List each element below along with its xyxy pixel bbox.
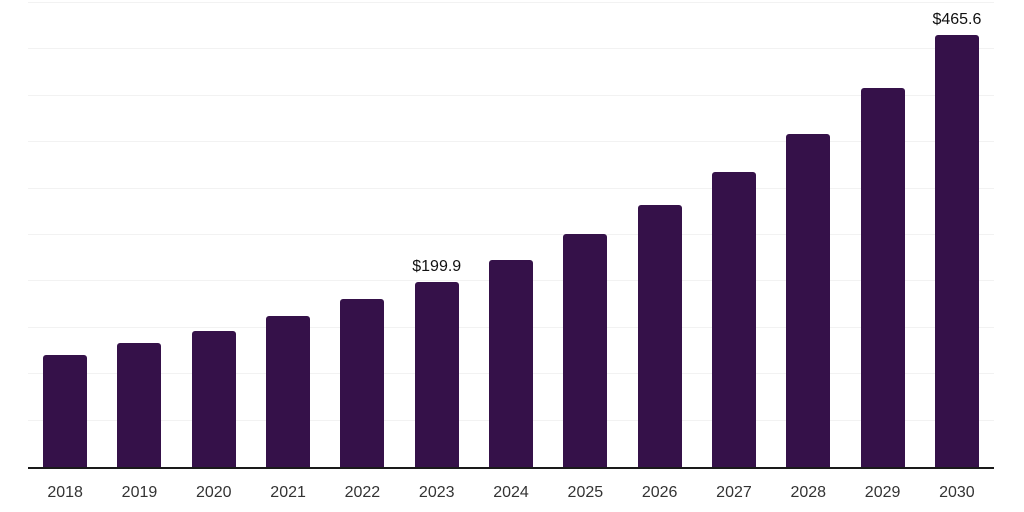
bar-2029 [860, 88, 905, 467]
bar-slot-2018 [28, 3, 102, 467]
x-tick-2028: 2028 [790, 484, 827, 501]
bar-slot-2022 [325, 3, 399, 467]
x-tick-2018: 2018 [47, 484, 83, 501]
bar-2025 [563, 233, 608, 467]
bar-2028 [786, 133, 831, 467]
gridline-500 [28, 2, 994, 3]
x-tick-2024: 2024 [493, 484, 529, 501]
bar-slot-2025 [548, 3, 622, 467]
bar-slot-2021 [251, 3, 325, 467]
bar-slot-2019 [102, 3, 176, 467]
bar-slot-2023: $199.9 [400, 3, 474, 467]
bar-2030: $465.6 [932, 11, 981, 467]
value-label-2023: $199.9 [412, 257, 462, 275]
x-tick-2022: 2022 [344, 484, 381, 501]
x-tick-2026: 2026 [641, 484, 678, 501]
x-tick-2029: 2029 [864, 484, 901, 501]
bar-slot-2029 [845, 3, 919, 467]
bar-2026 [637, 204, 682, 467]
bar-2019 [117, 343, 162, 467]
bar-slot-2024 [474, 3, 548, 467]
x-tick-2021: 2021 [270, 484, 306, 501]
bars-container: $199.9 $465.6 [28, 3, 994, 467]
bar-slot-2020 [177, 3, 251, 467]
gridline-400 [28, 94, 994, 96]
gridline-300 [28, 187, 994, 189]
bar-2022 [340, 298, 385, 467]
gridline-450 [28, 48, 994, 50]
value-label-2030: $465.6 [932, 10, 982, 28]
bar-2020 [191, 330, 236, 467]
gridline-250 [28, 234, 994, 235]
bar-2027 [711, 172, 756, 467]
bar-2018 [43, 354, 88, 467]
x-tick-2030: 2030 [939, 484, 975, 501]
x-tick-2020: 2020 [195, 484, 232, 501]
gridline-350 [28, 141, 994, 143]
bar-slot-2027 [697, 3, 771, 467]
plot-area: $199.9 $465.6 [28, 2, 994, 469]
bar-2021 [266, 316, 311, 467]
x-tick-2025: 2025 [567, 484, 604, 501]
bar-slot-2028 [771, 3, 845, 467]
x-axis: 2018 2019 2020 2021 2022 2023 2024 2025 2026 2027… [28, 471, 994, 512]
bar-slot-2026 [623, 3, 697, 467]
bar-2023: $199.9 [412, 258, 461, 467]
x-tick-2027: 2027 [716, 484, 752, 501]
bar-slot-2030: $465.6 [920, 3, 994, 467]
bar-2024 [489, 259, 534, 467]
x-tick-2023: 2023 [418, 484, 455, 501]
x-tick-2019: 2019 [121, 484, 158, 501]
